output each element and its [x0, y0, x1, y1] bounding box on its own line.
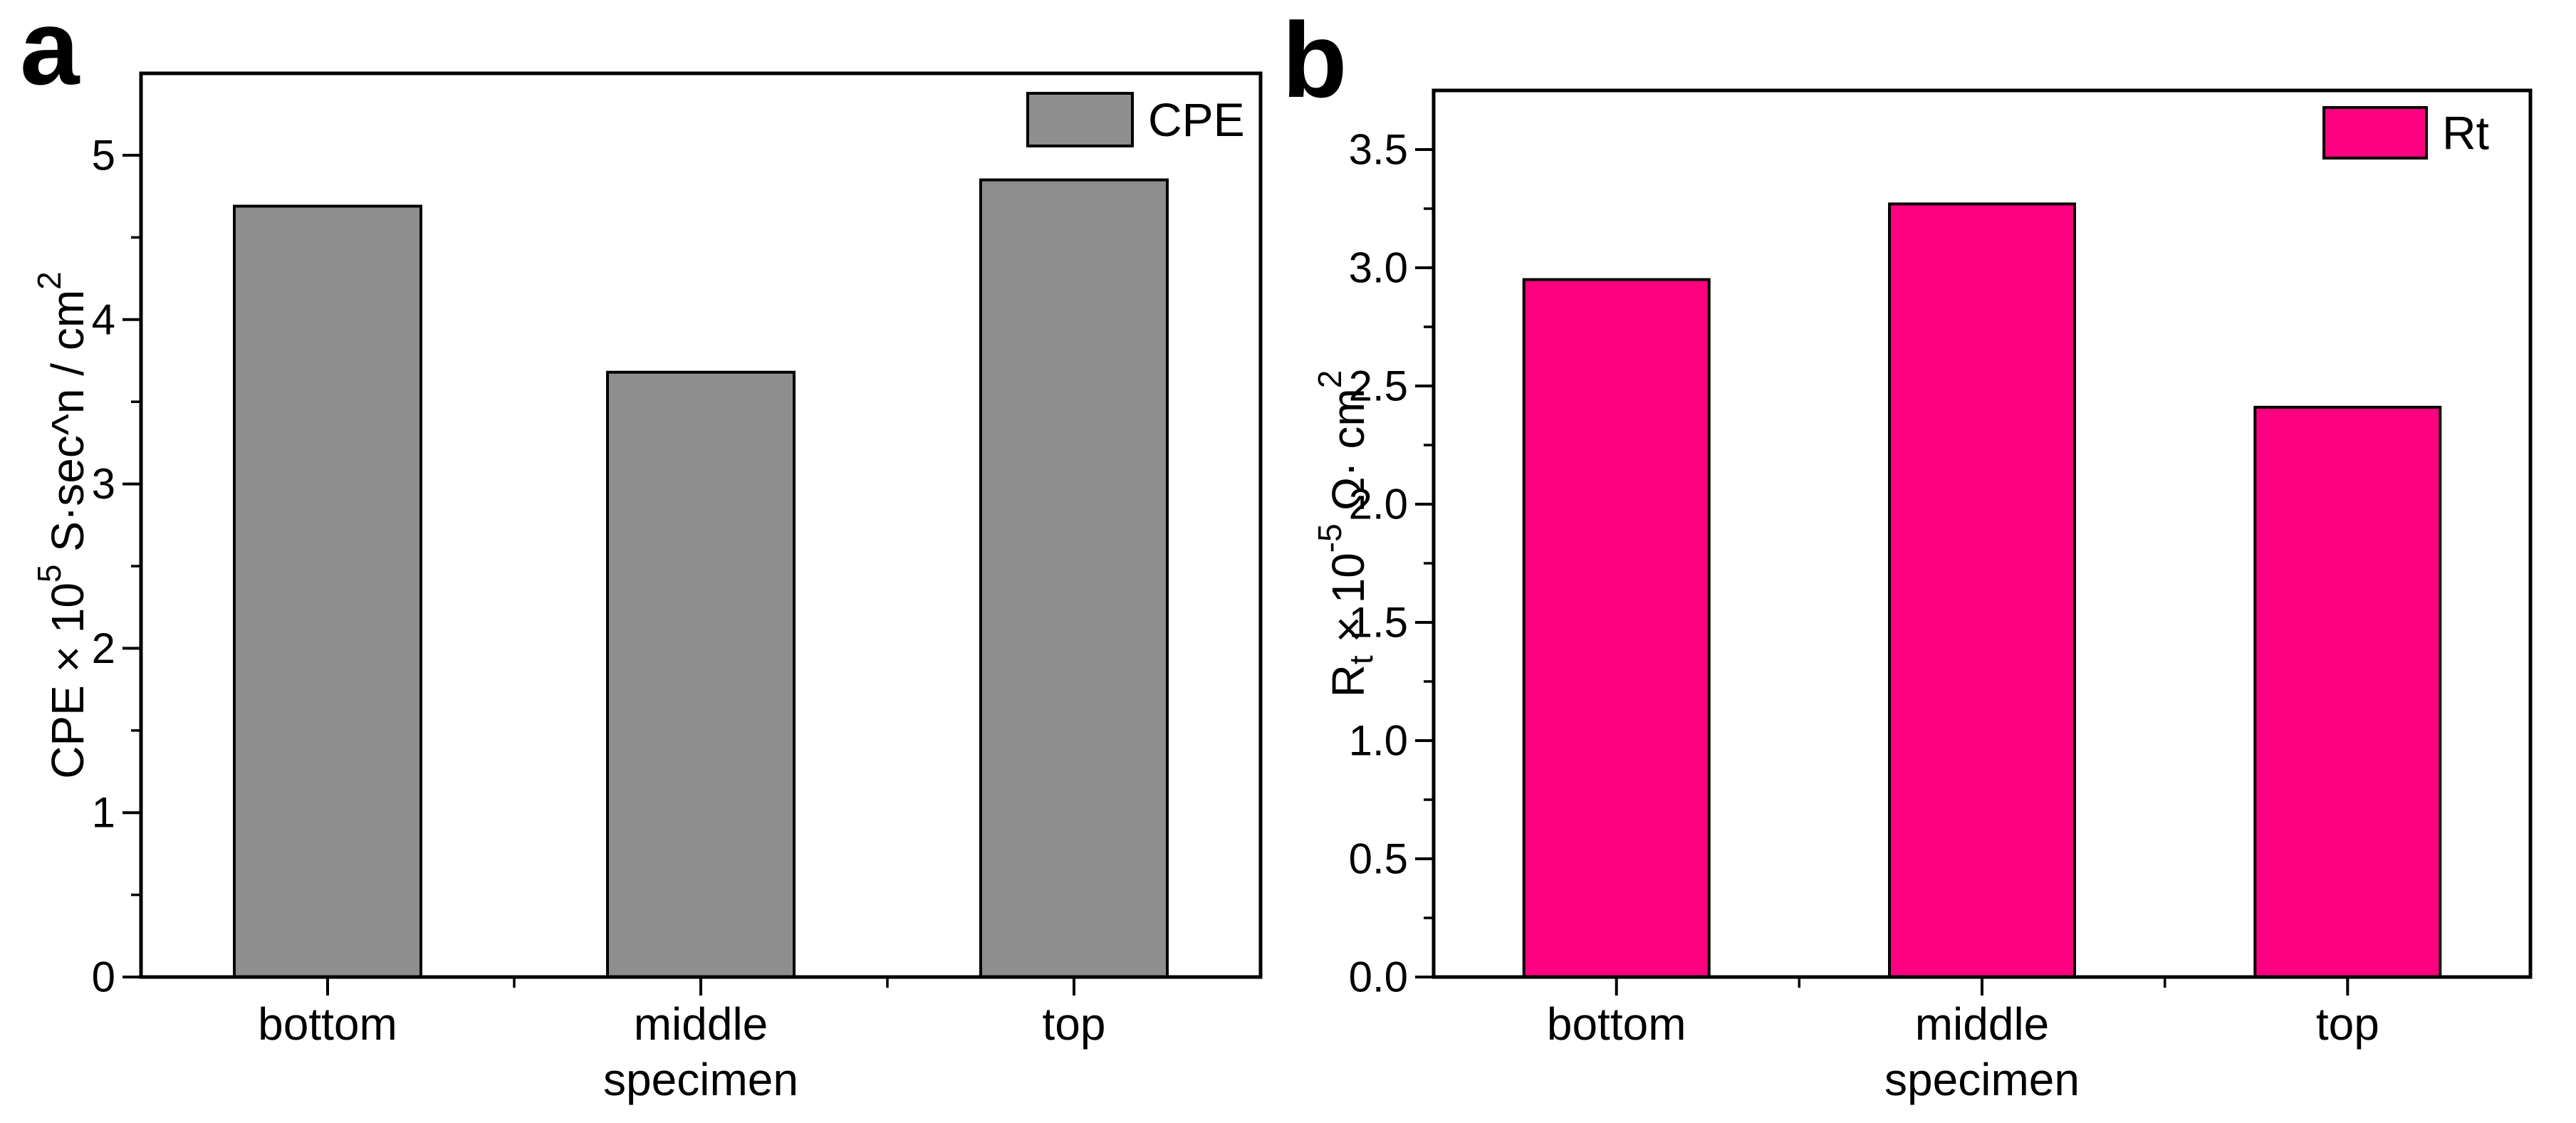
y-tick-label: 2.0: [1349, 481, 1408, 528]
legend-label: Rt: [2442, 107, 2489, 160]
y-tick-label: 2.5: [1349, 362, 1408, 410]
panel-b-bar-bottom: [1522, 278, 1711, 979]
legend-swatch-Rt: [2322, 106, 2428, 160]
y-tick-label: 1: [92, 789, 115, 837]
x-tick-label-top: top: [1043, 998, 1106, 1050]
y-tick-label: 3.5: [1349, 126, 1408, 174]
panel-letter-a: a: [20, 0, 80, 107]
y-tick-label: 0: [92, 954, 115, 1001]
panel-b-bar-middle: [1888, 202, 2076, 978]
x-tick-label-bottom: bottom: [1547, 998, 1686, 1050]
y-tick-label: 3.0: [1349, 244, 1408, 292]
legend-swatch-CPE: [1026, 92, 1134, 147]
y-tick-label: 3: [92, 460, 115, 508]
x-axis-title: specimen: [1884, 1054, 2080, 1105]
x-axis-title: specimen: [603, 1054, 798, 1105]
panel-a-bar-bottom: [233, 204, 422, 978]
y-tick-label: 4: [92, 296, 115, 343]
legend-label: CPE: [1148, 93, 1245, 146]
panel-a: 0 1 2 3 4 5 bottom middle top specimen CPE × 105 S…: [20, 0, 1263, 1105]
x-tick-label-top: top: [2316, 998, 2379, 1050]
y-tick-label: 1.0: [1349, 717, 1408, 765]
panel-b-bar-top: [2253, 405, 2442, 978]
y-tick-label: 0.0: [1349, 954, 1408, 1001]
x-tick-label-bottom: bottom: [258, 998, 397, 1050]
panel-a-bar-top: [979, 178, 1169, 979]
panel-letter-b: b: [1282, 0, 1347, 120]
y-axis-title: Rt × 10-5 Ω· cm2: [1311, 370, 1380, 698]
y-tick-label: 1.5: [1349, 599, 1408, 647]
x-tick-label-middle: middle: [1915, 998, 2050, 1050]
y-tick-label: 2: [92, 625, 115, 672]
y-tick-label: 0.5: [1349, 835, 1408, 883]
y-axis-title: CPE × 105 S·sec^n / cm2: [31, 271, 93, 779]
panel-a-bar-middle: [606, 370, 796, 978]
x-tick-label-middle: middle: [634, 998, 768, 1050]
y-tick-label: 5: [92, 132, 115, 179]
panel-b: 0.0 0.5 1.0 1.5 2.0 2.5 3.0 3.5 bottom middle top s…: [1282, 0, 2533, 1105]
